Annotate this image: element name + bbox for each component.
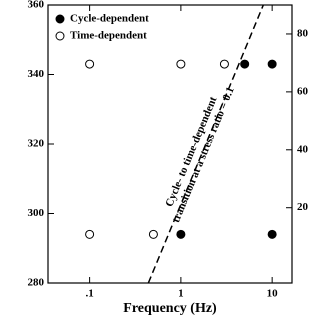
y2-tick-label: 20 — [297, 201, 309, 213]
y-tick-label: 360 — [28, 0, 45, 11]
y2-tick-label: 60 — [297, 85, 309, 97]
point — [85, 229, 95, 239]
legend-label: Cycle-dependent — [70, 13, 149, 25]
point — [240, 59, 250, 69]
y-tick-label: 320 — [28, 138, 45, 150]
transition-line — [147, 4, 264, 284]
x-tick-label: 10 — [267, 288, 279, 300]
y2-tick-label: 80 — [297, 27, 309, 39]
legend-marker — [55, 31, 65, 41]
x-axis-title: Frequency (Hz) — [123, 301, 217, 316]
point — [267, 229, 277, 239]
y-tick-label: 280 — [28, 277, 45, 289]
point — [219, 59, 229, 69]
legend-marker — [55, 14, 65, 24]
y2-tick-label: 40 — [297, 143, 309, 155]
point — [85, 59, 95, 69]
plot-frame — [47, 4, 293, 284]
point — [267, 59, 277, 69]
y-tick-label: 300 — [28, 207, 45, 219]
legend-label: Time-dependent — [70, 30, 147, 42]
point — [176, 229, 186, 239]
y-tick-label: 340 — [28, 68, 45, 80]
point — [176, 59, 186, 69]
point — [148, 229, 158, 239]
x-tick-label: 1 — [178, 288, 184, 300]
x-tick-label: .1 — [85, 288, 93, 300]
